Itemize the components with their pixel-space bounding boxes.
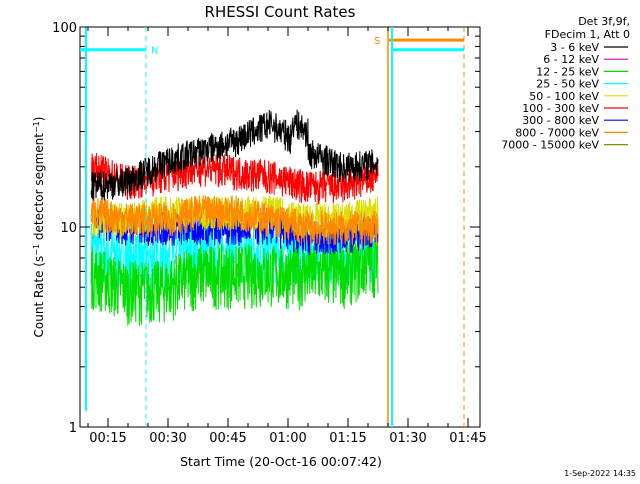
legend-entry-label: 25 - 50 keV: [536, 78, 599, 91]
series-line-800-7000-kev: [90, 195, 379, 247]
y-axis-label: Count Rate (s−1 detector segment−1): [32, 117, 47, 338]
legend-entry-label: 3 - 6 keV: [550, 41, 599, 54]
legend-entry-label: 6 - 12 keV: [543, 53, 599, 66]
series-line-100-300-kev: [90, 151, 379, 205]
y-tick-label: 1: [69, 421, 77, 436]
legend-entry-label: 300 - 800 keV: [522, 114, 599, 127]
night-marker-label: N: [151, 46, 158, 57]
y-axis-label-part: Count Rate (s: [32, 256, 46, 338]
y-axis-label-part: detector segment: [32, 133, 46, 244]
render-timestamp: 1-Sep-2022 14:35: [564, 469, 636, 478]
legend-entry-label: 100 - 300 keV: [522, 102, 599, 115]
annotation-layer: NS: [80, 27, 465, 427]
x-tick-label: 01:00: [269, 431, 306, 446]
legend-entry-label: 50 - 100 keV: [529, 90, 599, 103]
x-tick-label: 01:15: [329, 431, 366, 446]
saa-marker-label: S: [374, 36, 380, 47]
chart-title: RHESSI Count Rates: [205, 3, 356, 21]
y-tick-label: 100: [52, 21, 77, 36]
series-line-12-25-kev: [90, 233, 379, 327]
legend-entry-label: 12 - 25 keV: [536, 65, 599, 78]
legend-header-line: FDecim 1, Att 0: [545, 28, 630, 41]
y-axis-label-sup: −1: [32, 121, 41, 133]
y-tick-label: 10: [60, 221, 77, 236]
y-axis-label-part: ): [32, 117, 46, 122]
axis-layer: 1 10 100 00:15 00:30 00:45 01:00 01:15 01:30 01:4…: [52, 21, 487, 446]
series-layer: [90, 109, 379, 327]
x-tick-label: 01:45: [449, 431, 486, 446]
legend-entry-label: 800 - 7000 keV: [515, 126, 599, 139]
x-tick-label: 00:15: [89, 431, 126, 446]
x-tick-label: 00:45: [209, 431, 246, 446]
x-axis-label: Start Time (20-Oct-16 00:07:42): [180, 454, 382, 469]
x-tick-label: 00:30: [149, 431, 186, 446]
legend-header-line: Det 3f,9f,: [578, 15, 630, 28]
y-axis-label-sup: −1: [32, 244, 41, 256]
series-line-3-6-kev: [90, 109, 379, 201]
legend-entry-label: 7000 - 15000 keV: [501, 139, 599, 152]
x-tick-label: 01:30: [389, 431, 426, 446]
